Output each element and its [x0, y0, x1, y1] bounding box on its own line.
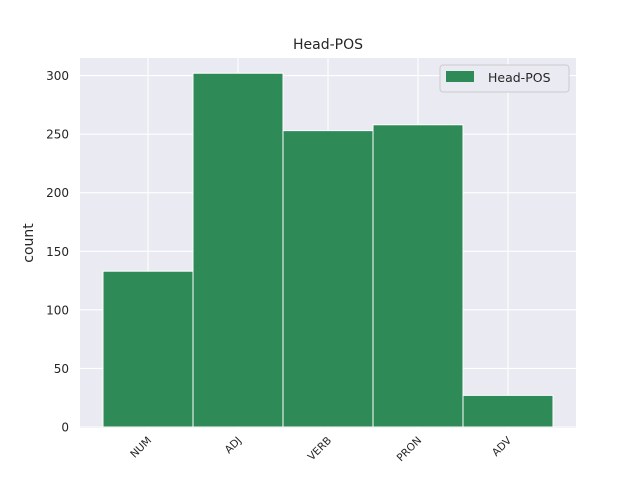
bar-num	[102, 270, 194, 428]
legend: Head-POS	[439, 64, 570, 93]
y-tick-label: 300	[46, 69, 69, 83]
legend-label: Head-POS	[488, 70, 551, 85]
y-axis-label: count	[21, 223, 37, 263]
x-tick-label: NUM	[128, 435, 154, 461]
x-tick-label: PRON	[395, 435, 425, 465]
y-tick-label: 0	[61, 421, 69, 435]
x-tick-label: ADJ	[223, 435, 244, 456]
chart-title: Head-POS	[293, 37, 363, 53]
y-tick-label: 250	[46, 128, 69, 142]
x-tick-label: ADV	[490, 434, 515, 459]
bar-verb	[282, 130, 374, 428]
bar-adj	[192, 72, 284, 428]
legend-swatch	[446, 71, 474, 82]
y-tick-labels: 0 50 100 150 200 250 300	[46, 69, 69, 434]
bar-adv	[462, 394, 554, 428]
y-tick-label: 50	[54, 362, 69, 376]
y-tick-label: 200	[46, 186, 69, 200]
bar-pron	[372, 124, 464, 428]
bars	[102, 72, 554, 428]
y-tick-label: 100	[46, 303, 69, 317]
y-tick-label: 150	[46, 245, 69, 259]
x-tick-label: VERB	[306, 435, 335, 464]
x-tick-labels: NUM ADJ VERB PRON ADV	[128, 434, 514, 464]
